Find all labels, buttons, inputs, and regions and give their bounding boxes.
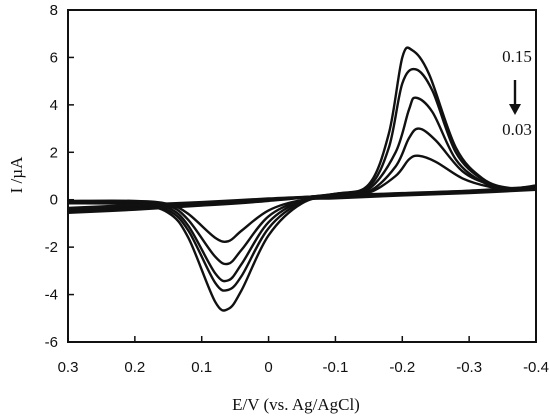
y-axis-ticks: 8 6 4 2 0 -2 -4 -6 xyxy=(45,2,74,351)
y-tick-label: 6 xyxy=(50,49,58,66)
x-tick-label: 0.2 xyxy=(124,359,145,376)
plot-border xyxy=(67,9,537,343)
cv-curve-5-reverse-sweep xyxy=(67,188,537,244)
x-tick-label: -0.2 xyxy=(389,359,415,376)
y-tick-label: -6 xyxy=(45,334,58,351)
x-tick-label: 0 xyxy=(264,359,272,376)
cv-curve-5-forward-sweep xyxy=(67,154,537,210)
x-axis-label: E/V (vs. Ag/AgCl) xyxy=(232,395,360,414)
x-tick-label: 0.1 xyxy=(191,359,212,376)
y-tick-label: 4 xyxy=(50,97,58,114)
y-tick-label: 0 xyxy=(50,192,58,209)
y-axis-label: I /µA xyxy=(7,156,26,193)
plot-frame xyxy=(67,9,537,343)
y-tick-label: -4 xyxy=(45,287,58,304)
x-axis-ticks: 0.3 0.2 0.1 0 -0.1 -0.2 -0.3 -0.4 xyxy=(58,336,549,376)
y-tick-label: -2 xyxy=(45,239,58,256)
y-tick-label: 2 xyxy=(50,144,58,161)
x-tick-label: -0.3 xyxy=(456,359,482,376)
x-tick-label: -0.4 xyxy=(523,359,549,376)
y-tick-label: 8 xyxy=(50,2,58,19)
annotation-bottom-value: 0.03 xyxy=(502,120,532,139)
annotation-top-value: 0.15 xyxy=(502,47,532,66)
x-tick-label: -0.1 xyxy=(322,359,348,376)
x-tick-label: 0.3 xyxy=(58,359,79,376)
curve-group xyxy=(67,46,537,312)
down-arrow-icon xyxy=(509,80,521,115)
